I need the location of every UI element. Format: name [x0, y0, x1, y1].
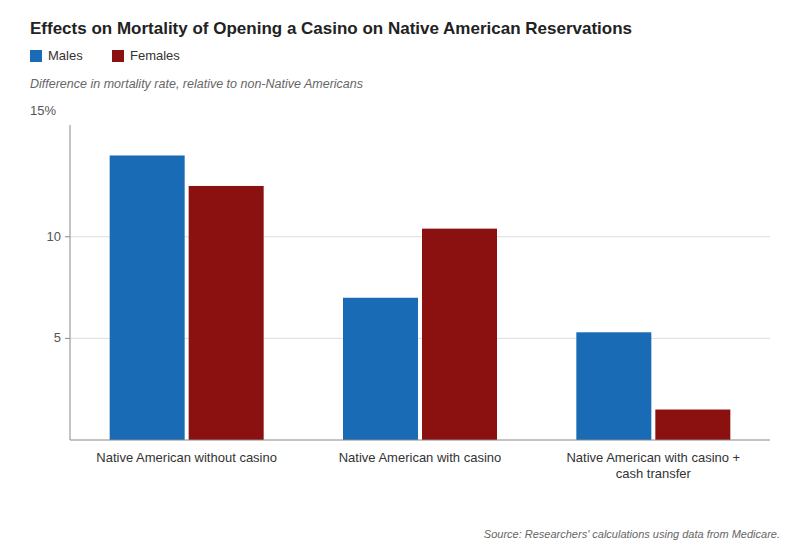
subtitle: Difference in mortality rate, relative t…: [30, 77, 363, 91]
annotation: 15%: [30, 103, 56, 118]
bar: [655, 410, 730, 440]
x-tick-label: Native American with casino: [339, 450, 502, 465]
bar: [189, 186, 264, 440]
legend: Males Females: [30, 48, 180, 63]
legend-swatch: [30, 50, 42, 62]
legend-swatch: [112, 50, 124, 62]
bar: [343, 298, 418, 440]
source: Source: Researchers' calculations using …: [484, 528, 780, 540]
title: Effects on Mortality of Opening a Casino…: [30, 19, 632, 38]
bar: [576, 332, 651, 440]
chart-container: Effects on Mortality of Opening a Casino…: [0, 0, 800, 550]
legend-label: Females: [130, 48, 180, 63]
y-tick-label: 10: [47, 229, 61, 244]
y-axis: [70, 125, 71, 440]
x-tick-label: Native American without casino: [96, 450, 277, 465]
bar: [110, 155, 185, 440]
y-tick: [65, 236, 70, 237]
x-tick-label: Native American with casino +cash transf…: [566, 450, 740, 481]
y-tick-label: 5: [54, 330, 61, 345]
x-axis: [70, 440, 770, 441]
legend-label: Males: [48, 48, 83, 63]
chart-svg: Effects on Mortality of Opening a Casino…: [0, 0, 800, 550]
bar: [422, 229, 497, 440]
y-tick: [65, 338, 70, 339]
bars: [110, 155, 731, 440]
